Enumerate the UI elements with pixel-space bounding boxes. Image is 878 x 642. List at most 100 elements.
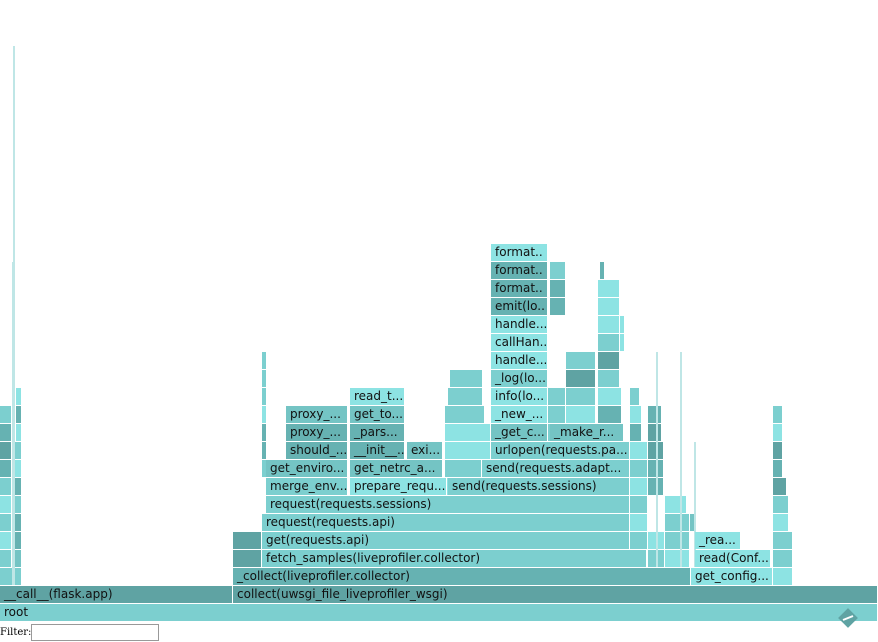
flame-frame[interactable] [773, 424, 783, 441]
flame-frame[interactable] [550, 262, 566, 279]
flame-frame[interactable]: send(requests.sessions) [448, 478, 630, 495]
flame-frame[interactable] [445, 460, 482, 477]
flame-frame[interactable]: _new_... [491, 406, 548, 423]
flame-frame[interactable]: root [0, 604, 878, 621]
flame-frame[interactable] [12, 514, 22, 531]
flame-frame[interactable] [233, 532, 262, 549]
flame-frame[interactable] [550, 280, 566, 297]
flame-frame[interactable] [773, 442, 783, 459]
flame-frame[interactable]: callHan.. [491, 334, 548, 351]
flame-frame[interactable] [773, 532, 793, 549]
flame-frame[interactable]: __init__... [350, 442, 405, 459]
flame-frame[interactable]: _log(lo... [491, 370, 548, 387]
flame-frame[interactable] [0, 478, 12, 495]
flame-frame[interactable] [598, 388, 622, 405]
flame-frame[interactable]: read(Conf... [695, 550, 771, 567]
flame-frame[interactable] [16, 424, 22, 441]
flame-frame[interactable] [630, 406, 642, 423]
flame-frame[interactable] [630, 532, 648, 549]
flame-frame[interactable] [16, 388, 22, 405]
flame-frame[interactable] [773, 514, 789, 531]
flame-frame[interactable] [773, 478, 787, 495]
flame-frame[interactable] [598, 352, 620, 369]
flame-frame[interactable] [262, 424, 267, 441]
flame-frame[interactable] [773, 496, 789, 513]
flame-frame[interactable] [630, 460, 648, 477]
flame-frame[interactable] [233, 550, 262, 567]
flame-frame[interactable] [548, 388, 566, 405]
flame-frame[interactable]: _make_r... [550, 424, 624, 441]
flame-frame[interactable] [566, 370, 596, 387]
flame-frame[interactable]: prepare_requ... [350, 478, 447, 495]
flame-frame[interactable]: info(lo... [491, 388, 548, 405]
flame-frame[interactable] [262, 352, 267, 369]
flame-frame[interactable] [773, 406, 783, 423]
flame-frame[interactable] [630, 496, 648, 513]
flame-frame[interactable]: get_enviro... [266, 460, 348, 477]
flame-frame[interactable] [598, 370, 620, 387]
flame-frame[interactable]: proxy_... [286, 406, 348, 423]
flame-frame[interactable]: proxy_... [286, 424, 348, 441]
flame-frame[interactable] [445, 406, 485, 423]
flame-frame[interactable] [630, 388, 640, 405]
flame-frame[interactable]: get(requests.api) [262, 532, 630, 549]
flame-frame[interactable]: should_... [286, 442, 348, 459]
flame-frame[interactable]: format.. [491, 262, 548, 279]
flame-frame[interactable]: request(requests.sessions) [266, 496, 630, 513]
flame-frame[interactable] [0, 442, 12, 459]
flame-frame[interactable] [630, 514, 648, 531]
flame-frame[interactable] [0, 460, 12, 477]
flame-frame[interactable] [665, 532, 690, 549]
flame-frame[interactable]: collect(uwsgi_file_liveprofiler_wsgi) [233, 586, 878, 603]
filter-input[interactable] [31, 624, 160, 641]
flame-frame[interactable]: emit(lo.. [491, 298, 548, 315]
flame-frame[interactable] [566, 352, 596, 369]
flame-frame[interactable]: format.. [491, 244, 548, 261]
flame-frame[interactable] [598, 406, 622, 423]
flame-frame[interactable]: get_netrc_a... [350, 460, 443, 477]
flame-frame[interactable] [620, 316, 625, 333]
flame-frame[interactable]: _pars... [350, 424, 405, 441]
flame-frame[interactable] [773, 550, 793, 567]
flame-frame[interactable] [0, 424, 12, 441]
flame-frame[interactable]: send(requests.adapt... [482, 460, 630, 477]
flame-frame[interactable] [665, 496, 687, 513]
flame-frame[interactable] [598, 316, 620, 333]
flame-frame[interactable] [648, 406, 662, 423]
flame-frame[interactable] [12, 496, 22, 513]
flame-frame[interactable] [665, 550, 690, 567]
flame-frame[interactable] [0, 568, 22, 585]
flame-frame[interactable]: _rea... [695, 532, 741, 549]
flame-frame[interactable] [630, 442, 648, 459]
flame-frame[interactable] [773, 568, 793, 585]
flame-frame[interactable] [630, 478, 648, 495]
flame-frame[interactable]: read_t... [350, 388, 405, 405]
flame-frame[interactable]: exi... [407, 442, 443, 459]
flame-frame[interactable] [12, 442, 22, 459]
flame-frame[interactable] [598, 334, 620, 351]
flame-frame[interactable] [12, 460, 22, 477]
flame-frame[interactable] [600, 262, 605, 279]
flame-frame[interactable] [550, 298, 566, 315]
flame-frame[interactable] [0, 532, 12, 549]
flame-frame[interactable]: get_config... [691, 568, 773, 585]
flame-frame[interactable] [566, 388, 596, 405]
flame-frame[interactable] [548, 406, 566, 423]
flame-frame[interactable] [0, 496, 12, 513]
flame-frame[interactable] [665, 514, 690, 531]
flame-frame[interactable] [12, 532, 22, 549]
flame-frame[interactable]: _collect(liveprofiler.collector) [233, 568, 691, 585]
flame-frame[interactable] [566, 406, 596, 423]
flame-frame[interactable]: _get_c... [491, 424, 548, 441]
flame-frame[interactable] [0, 550, 12, 567]
flame-frame[interactable] [262, 388, 267, 405]
flame-frame[interactable] [445, 424, 491, 441]
flame-frame[interactable] [12, 550, 22, 567]
flame-frame[interactable]: get_to... [350, 406, 405, 423]
flame-frame[interactable] [450, 370, 483, 387]
flame-frame[interactable] [16, 406, 22, 423]
flame-frame[interactable] [12, 478, 22, 495]
flame-frame[interactable] [445, 442, 491, 459]
flame-frame[interactable] [448, 388, 483, 405]
flame-frame[interactable] [630, 424, 642, 441]
